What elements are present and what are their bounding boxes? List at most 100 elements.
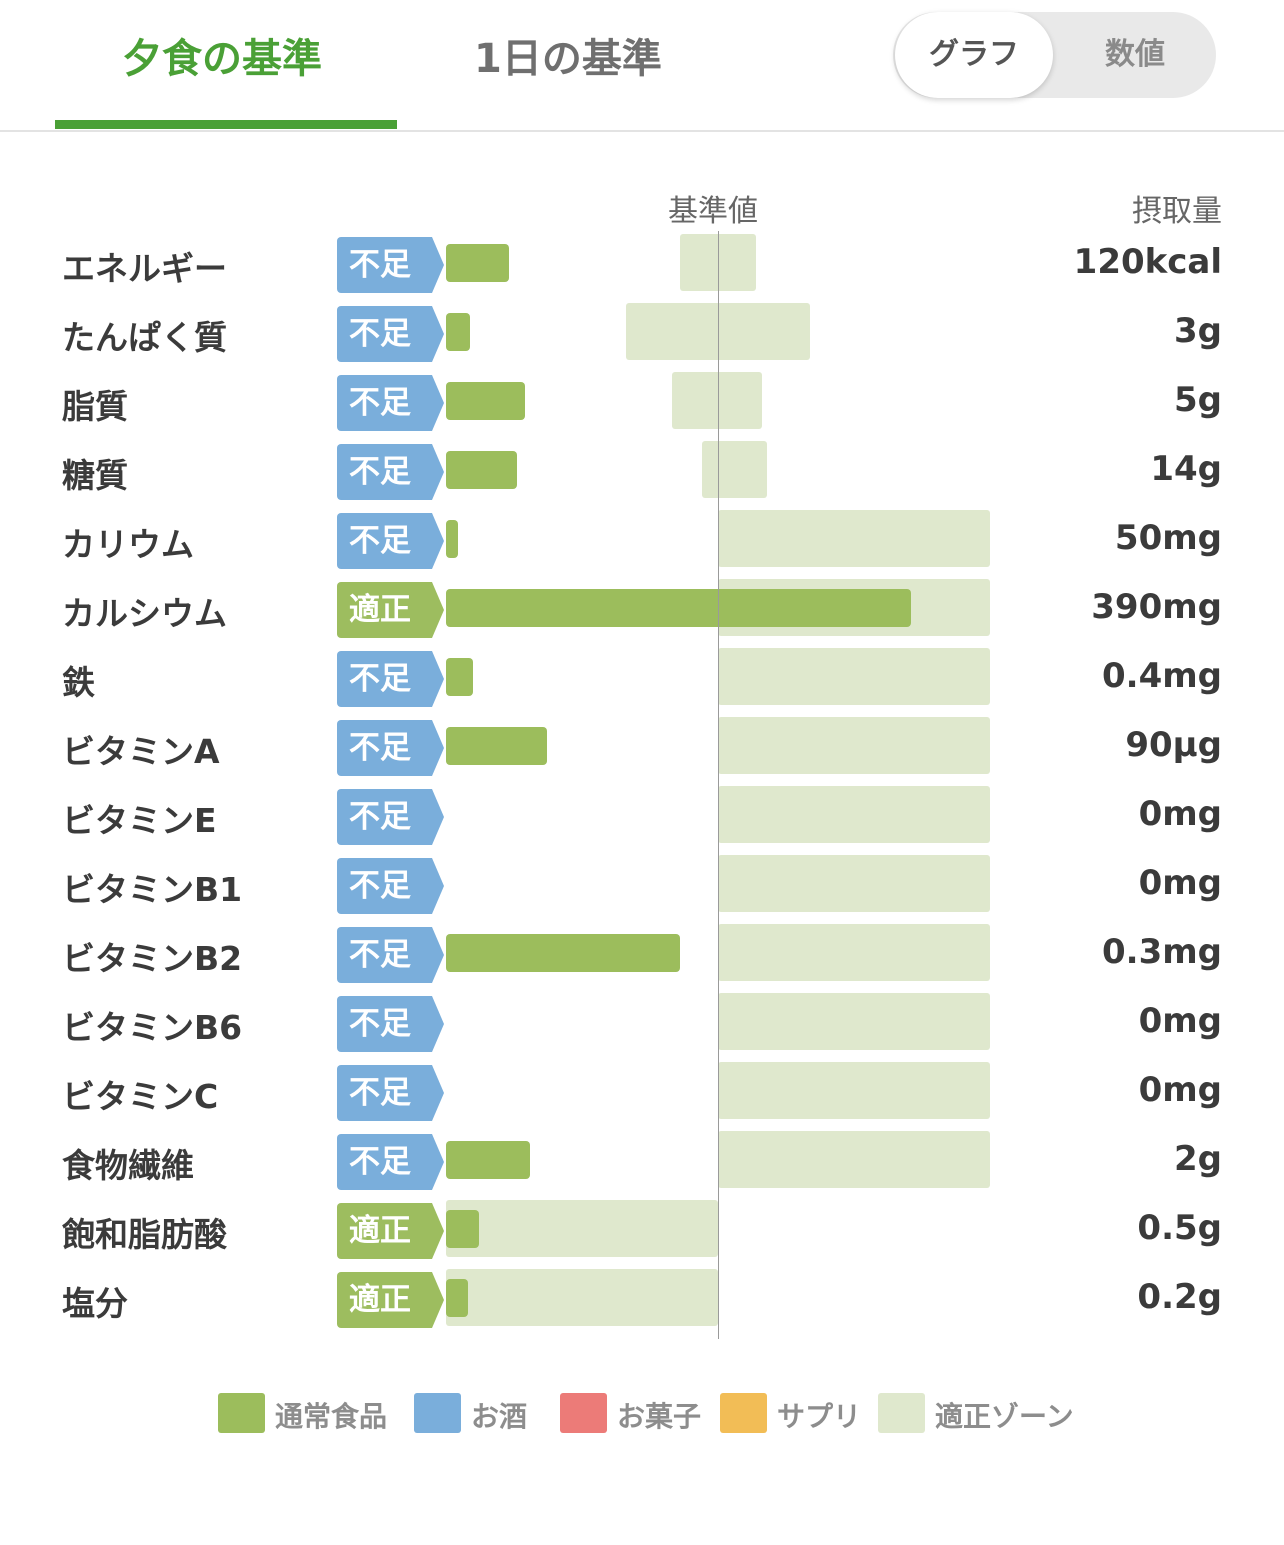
nutrient-name: カリウム	[62, 525, 194, 564]
nutrient-name: カルシウム	[62, 594, 227, 633]
intake-value: 0mg	[1138, 863, 1222, 903]
intake-bar	[446, 589, 912, 627]
nutrient-name: エネルギー	[62, 249, 227, 288]
status-badge: 不足	[337, 651, 444, 707]
standard-reference-line	[718, 231, 719, 1339]
intake-value: 0.5g	[1137, 1208, 1222, 1248]
nutrient-name: ビタミンB1	[62, 870, 243, 909]
intake-bar	[446, 727, 547, 765]
legend-swatch	[218, 1393, 265, 1433]
status-badge: 適正	[337, 1203, 444, 1259]
legend-swatch	[720, 1393, 767, 1433]
intake-header: 摂取量	[1132, 194, 1222, 229]
intake-value: 0.3mg	[1102, 932, 1222, 972]
nutrient-row: カリウム 不足 50mg	[0, 508, 1284, 577]
status-badge: 不足	[337, 375, 444, 431]
appropriate-zone	[718, 855, 990, 912]
legend-swatch	[878, 1393, 925, 1433]
intake-bar	[446, 1279, 468, 1317]
nutrient-row: カルシウム 適正 390mg	[0, 577, 1284, 646]
intake-bar	[446, 520, 458, 558]
status-badge: 不足	[337, 306, 444, 362]
appropriate-zone	[671, 372, 762, 429]
intake-value: 0mg	[1138, 1001, 1222, 1041]
intake-bar	[446, 1210, 479, 1248]
nutrient-name: ビタミンB2	[62, 939, 243, 978]
status-badge: 不足	[337, 513, 444, 569]
nutrient-row: ビタミンB6 不足 0mg	[0, 991, 1284, 1060]
intake-value: 14g	[1150, 449, 1222, 489]
nutrient-row: 脂質 不足 5g	[0, 370, 1284, 439]
intake-bar	[446, 382, 525, 420]
legend-label: お酒	[471, 1400, 528, 1433]
nutrient-name: 鉄	[62, 663, 95, 702]
status-badge: 不足	[337, 1134, 444, 1190]
appropriate-zone	[718, 924, 990, 981]
nutrient-name: 飽和脂肪酸	[62, 1215, 227, 1254]
legend-label: サプリ	[777, 1400, 862, 1433]
nutrient-row: ビタミンB1 不足 0mg	[0, 853, 1284, 922]
status-badge: 不足	[337, 996, 444, 1052]
appropriate-zone	[446, 1200, 718, 1257]
legend-label: 通常食品	[275, 1400, 388, 1433]
intake-value: 5g	[1174, 380, 1222, 420]
nutrient-name: ビタミンC	[62, 1077, 219, 1116]
nutrient-row: たんぱく質 不足 3g	[0, 301, 1284, 370]
nutrient-row: 塩分 適正 0.2g	[0, 1267, 1284, 1336]
legend-swatch	[414, 1393, 461, 1433]
intake-bar	[446, 244, 509, 282]
nutrient-row: ビタミンE 不足 0mg	[0, 784, 1284, 853]
intake-bar	[446, 934, 680, 972]
tab-dinner-standard[interactable]: 夕食の基準	[122, 36, 322, 82]
legend-label: お菓子	[617, 1400, 702, 1433]
intake-value: 0.2g	[1137, 1277, 1222, 1317]
nutrient-row: 食物繊維 不足 2g	[0, 1129, 1284, 1198]
status-badge: 適正	[337, 1272, 444, 1328]
nutrient-row: エネルギー 不足 120kcal	[0, 232, 1284, 301]
intake-bar	[446, 313, 471, 351]
tab-bar: 夕食の基準 1日の基準 グラフ 数値	[0, 0, 1284, 132]
appropriate-zone	[718, 786, 990, 843]
nutrient-name: 塩分	[62, 1284, 128, 1323]
intake-value: 0.4mg	[1102, 656, 1222, 696]
intake-bar	[446, 1141, 531, 1179]
nutrient-row: 飽和脂肪酸 適正 0.5g	[0, 1198, 1284, 1267]
intake-value: 0mg	[1138, 1070, 1222, 1110]
tab-daily-standard[interactable]: 1日の基準	[474, 36, 662, 82]
active-tab-indicator	[55, 120, 397, 129]
intake-value: 390mg	[1091, 587, 1222, 627]
toggle-numeric-option[interactable]: 数値	[1105, 37, 1165, 72]
status-badge: 不足	[337, 789, 444, 845]
nutrient-row: 鉄 不足 0.4mg	[0, 646, 1284, 715]
appropriate-zone	[718, 1062, 990, 1119]
view-toggle[interactable]: グラフ 数値	[893, 12, 1216, 98]
nutrient-row: ビタミンC 不足 0mg	[0, 1060, 1284, 1129]
intake-bar	[446, 658, 474, 696]
nutrient-row: ビタミンA 不足 90µg	[0, 715, 1284, 784]
standard-value-header: 基準値	[668, 194, 758, 229]
intake-value: 3g	[1174, 311, 1222, 351]
appropriate-zone	[718, 717, 990, 774]
status-badge: 不足	[337, 927, 444, 983]
nutrient-row: ビタミンB2 不足 0.3mg	[0, 922, 1284, 991]
nutrient-name: たんぱく質	[62, 318, 227, 357]
intake-value: 90µg	[1125, 725, 1222, 765]
nutrient-name: 脂質	[62, 387, 128, 426]
nutrient-name: ビタミンB6	[62, 1008, 243, 1047]
status-badge: 不足	[337, 444, 444, 500]
status-badge: 不足	[337, 720, 444, 776]
appropriate-zone	[718, 1131, 990, 1188]
status-badge: 適正	[337, 582, 444, 638]
intake-bar	[446, 451, 517, 489]
toggle-graph-option[interactable]: グラフ	[895, 12, 1053, 98]
status-badge: 不足	[337, 237, 444, 293]
nutrient-name: ビタミンE	[62, 801, 217, 840]
intake-value: 0mg	[1138, 794, 1222, 834]
status-badge: 不足	[337, 858, 444, 914]
appropriate-zone	[718, 648, 990, 705]
nutrient-name: ビタミンA	[62, 732, 220, 771]
status-badge: 不足	[337, 1065, 444, 1121]
nutrient-name: 食物繊維	[62, 1146, 194, 1185]
appropriate-zone	[718, 993, 990, 1050]
